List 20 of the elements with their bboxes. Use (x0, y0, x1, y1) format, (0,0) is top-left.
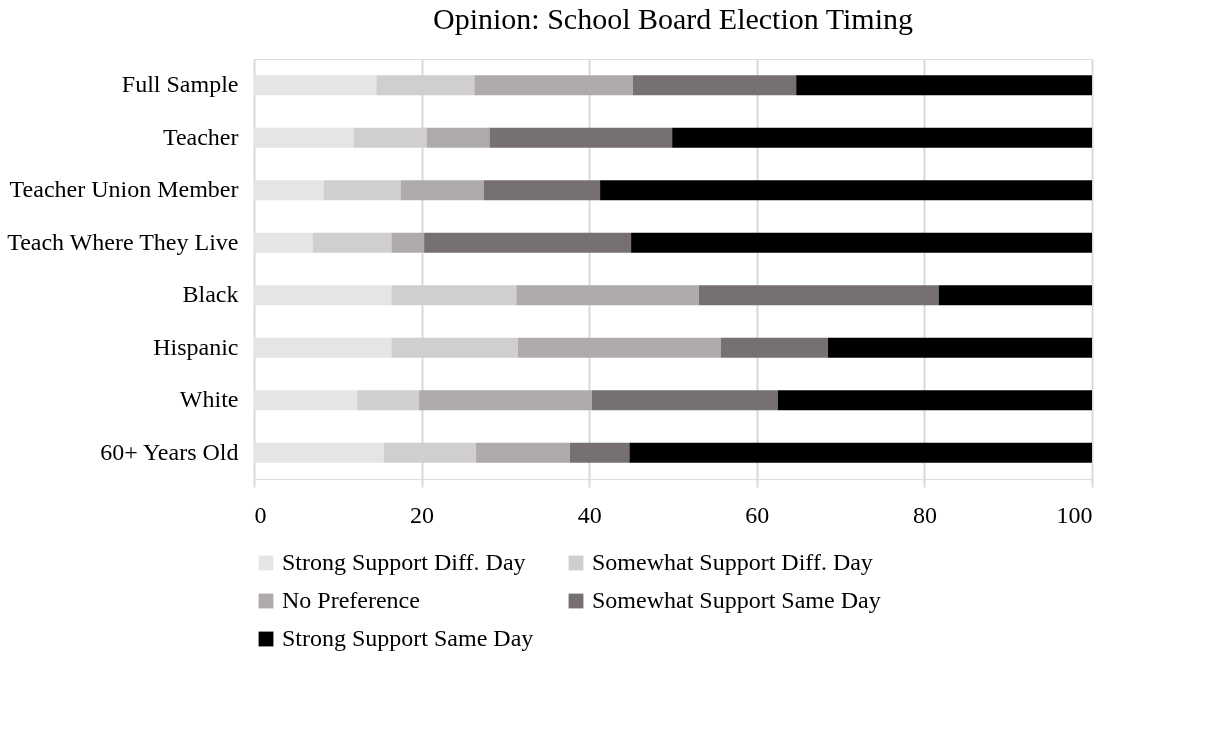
chart-title: Opinion: School Board Election Timing (432, 2, 914, 35)
y-tick-label: Teacher Union Member (9, 176, 239, 203)
y-tick-label: 60+ Years Old (100, 438, 239, 465)
legend-label: Somewhat Support Diff. Day (592, 549, 873, 575)
x-tick-label: 80 (912, 501, 937, 528)
legend-label: No Preference (282, 587, 420, 613)
y-tick-label: Full Sample (121, 71, 239, 98)
x-tick-label: 100 (1056, 501, 1093, 528)
x-tick-label: 20 (410, 501, 435, 528)
x-tick-label: 0 (254, 501, 267, 528)
legend-label: Somewhat Support Same Day (592, 587, 881, 613)
legend-label: Strong Support Diff. Day (282, 549, 526, 575)
y-tick-label: Teacher (162, 123, 239, 150)
x-tick-label: 40 (577, 501, 602, 528)
x-tick-label: 60 (745, 501, 770, 528)
legend-label: Strong Support Same Day (282, 625, 534, 651)
y-tick-label: Teach Where They Live (7, 228, 239, 255)
y-tick-label: Hispanic (153, 333, 239, 360)
y-tick-label: White (179, 386, 239, 413)
y-tick-label: Black (182, 281, 239, 308)
